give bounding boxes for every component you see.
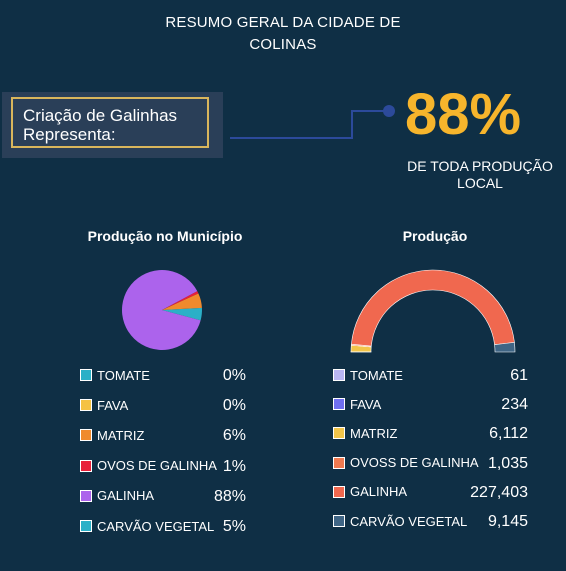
legend-item-tomate: TOMATE [333, 367, 403, 383]
legend-swatch [80, 399, 92, 412]
legend-value-carvao-vegetal: 5% [222, 518, 246, 535]
legend-item-matriz: MATRIZ [333, 425, 397, 441]
legend-value-matriz: 6% [222, 427, 246, 445]
donut-chart-title: Produção [402, 228, 468, 244]
legend-label: GALINHA [97, 488, 155, 504]
legend-label: GALINHA [350, 484, 408, 500]
legend-item-ovoss-de-galinha: OVOSS DE GALINHA [333, 455, 479, 471]
legend-value-galinha: 227,403 [470, 483, 528, 501]
legend-swatch [80, 369, 92, 381]
legend-item-tomate: TOMATE [80, 367, 150, 383]
pie-slice-matriz [162, 293, 202, 310]
legend-swatch [333, 456, 345, 469]
legend-swatch [333, 485, 345, 498]
legend-label: FAVA [97, 397, 129, 413]
page-title: RESUMO GERAL DA CIDADE DE COLINAS [165, 14, 401, 53]
callout-text: Criação de Galinhas Representa: [11, 97, 209, 148]
headline-percent: 88% [405, 82, 522, 147]
connector-dot-icon [383, 105, 395, 117]
pie-chart-title: Produção no Município [87, 228, 243, 244]
legend-label: FAVA [350, 396, 382, 412]
legend-label: CARVÃO VEGETAL [350, 513, 468, 529]
legend-label: OVOS DE GALINHA [97, 458, 217, 474]
legend-item-carvao-vegetal: CARVÃO VEGETAL [333, 513, 467, 529]
legend-swatch [80, 489, 92, 502]
legend-item-matriz: MATRIZ [80, 427, 144, 443]
legend-value-galinha: 88% [213, 487, 246, 505]
legend-label: TOMATE [97, 367, 150, 383]
half-donut-chart [350, 269, 516, 353]
legend-label: OVOSS DE GALINHA [350, 455, 479, 471]
donut-segment-galinha [351, 269, 515, 347]
legend-item-carvao-vegetal: CARVÃO VEGETAL [80, 518, 214, 534]
legend-value-carvao-vegetal: 9,145 [487, 513, 528, 530]
legend-label: MATRIZ [350, 425, 398, 441]
headline-subtext: DE TODA PRODUÇÃO LOCAL [407, 158, 553, 191]
pie-slice-carvao-vegetal [162, 307, 202, 321]
legend-swatch [80, 520, 92, 532]
legend-value-ovos-de-galinha: 1% [222, 457, 246, 475]
legend-swatch [333, 369, 345, 381]
callout-box: Criação de Galinhas Representa: [2, 92, 223, 158]
legend-value-fava: 234 [501, 396, 528, 414]
legend-item-galinha: GALINHA [333, 484, 407, 500]
legend-swatch [333, 515, 345, 527]
legend-value-ovoss-de-galinha: 1,035 [487, 454, 528, 472]
legend-value-fava: 0% [222, 397, 246, 415]
pie-chart [122, 270, 202, 350]
legend-label: TOMATE [350, 367, 403, 383]
pie-slice-galinha [122, 270, 201, 350]
legend-label: MATRIZ [97, 427, 145, 443]
legend-value-tomate: 0% [222, 367, 246, 384]
legend-swatch [333, 427, 345, 440]
legend-item-fava: FAVA [333, 396, 381, 412]
legend-value-matriz: 6,112 [489, 425, 528, 443]
pie-slice-ovos-de-galinha [162, 291, 199, 310]
legend-item-ovos-de-galinha: OVOS DE GALINHA [80, 458, 217, 474]
legend-swatch [80, 459, 92, 472]
legend-value-tomate: 61 [510, 367, 528, 384]
legend-item-fava: FAVA [80, 397, 128, 413]
legend-item-galinha: GALINHA [80, 488, 154, 504]
donut-segment-carvao-vegetal [494, 342, 516, 353]
legend-swatch [80, 429, 92, 442]
legend-swatch [333, 398, 345, 411]
legend-label: CARVÃO VEGETAL [97, 518, 215, 534]
